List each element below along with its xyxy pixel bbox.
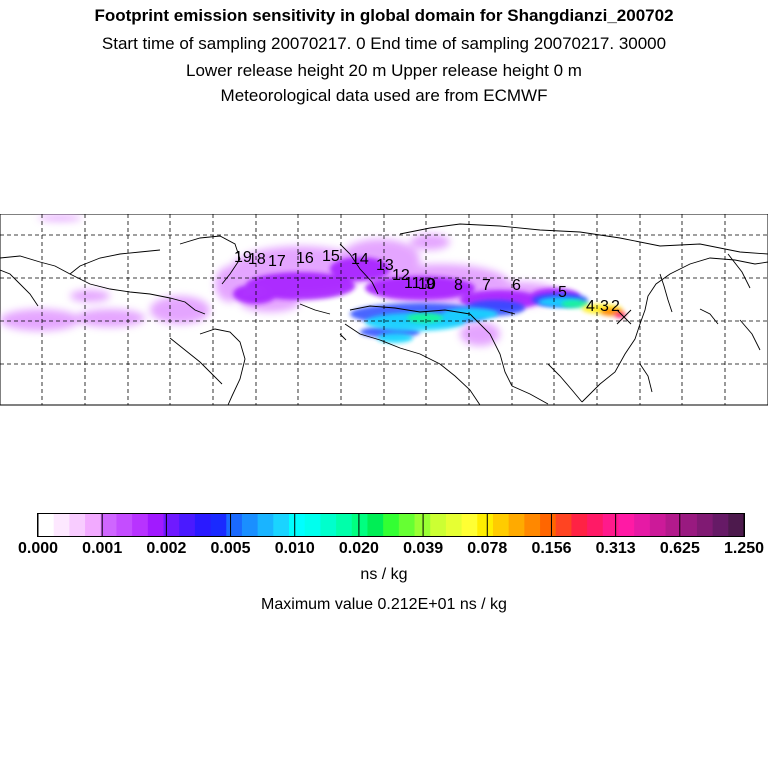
colorbar-swatch	[351, 514, 368, 536]
meteo-source-line: Meteorological data used are from ECMWF	[220, 86, 548, 105]
trajectory-day-label: 3	[600, 298, 609, 315]
colorbar-swatch	[116, 514, 133, 536]
colorbar-swatch	[163, 514, 180, 536]
sensitivity-field-high	[582, 304, 626, 318]
colorbar-swatch	[712, 514, 729, 536]
colorbar-swatch	[492, 514, 510, 536]
trajectory-day-label: 5	[558, 284, 567, 301]
colorbar-swatch	[194, 514, 212, 536]
trajectory-day-label: 18	[248, 251, 266, 268]
colorbar-swatch	[555, 514, 572, 536]
colorbar-swatch	[38, 514, 55, 536]
trajectory-day-label: 4	[586, 298, 595, 315]
trajectory-day-label: 7	[482, 277, 491, 294]
colorbar-tick-label: 0.001	[82, 540, 123, 557]
trajectory-day-label: 6	[512, 277, 521, 294]
colorbar-swatch	[477, 514, 494, 536]
sensitivity-field-green	[407, 300, 589, 323]
trajectory-day-label: 16	[296, 250, 314, 267]
colorbar-swatch	[602, 514, 619, 536]
colorbar-swatch	[210, 514, 227, 536]
colorbar-tick-label: 0.156	[531, 540, 572, 557]
colorbar-swatch	[398, 514, 416, 536]
colorbar-tick-label: 0.313	[595, 540, 636, 557]
colorbar-tick-label: 0.625	[659, 540, 700, 557]
plot-title: Footprint emission sensitivity in global…	[94, 6, 674, 25]
sensitivity-field-mid	[233, 257, 580, 310]
colorbar-swatch	[226, 514, 243, 536]
trajectory-day-label: 12	[392, 267, 410, 284]
trajectory-day-label: 19	[234, 249, 252, 266]
max-value-label: Maximum value 0.212E+01 ns / kg	[261, 596, 507, 613]
colorbar-swatch	[320, 514, 337, 536]
colorbar-tick-label: 0.020	[338, 540, 379, 557]
colorbar-tick-label: 1.250	[724, 540, 765, 557]
colorbar-swatch	[681, 514, 698, 536]
trajectory-day-label: 10	[418, 276, 436, 293]
units-label: ns / kg	[360, 566, 408, 583]
colorbar-frame	[37, 513, 745, 537]
release-height-line: Lower release height 20 m Upper release …	[186, 61, 582, 80]
colorbar-swatch	[53, 514, 70, 536]
colorbar-tick-label: 0.000	[18, 540, 59, 557]
colorbar-swatch	[696, 514, 714, 536]
trajectory-day-label: 15	[322, 248, 340, 265]
trajectory-day-label: 14	[351, 251, 369, 268]
sensitivity-field-cyan	[365, 297, 582, 343]
colorbar-swatch	[430, 514, 447, 536]
colorbar-swatch	[304, 514, 321, 536]
colorbar-swatch	[147, 514, 165, 536]
colorbar-swatch	[649, 514, 667, 536]
colorbar-swatch	[100, 514, 117, 536]
colorbar-swatch	[289, 514, 306, 536]
colorbar-swatch	[571, 514, 588, 536]
trajectory-day-label: 2	[611, 298, 620, 315]
colorbar-swatch	[634, 514, 651, 536]
colorbar-tick-label: 0.078	[467, 540, 508, 557]
colorbar-swatch	[69, 514, 86, 536]
trajectory-day-label: 13	[376, 257, 394, 274]
colorbar-swatch	[273, 514, 290, 536]
colorbar-swatch	[618, 514, 635, 536]
lat-lon-grid	[0, 214, 768, 405]
colorbar-swatch	[241, 514, 259, 536]
colorbar-tick-label: 0.039	[403, 540, 444, 557]
colorbar-swatch	[540, 514, 557, 536]
trajectory-day-label: 9	[426, 276, 435, 293]
coastlines	[0, 223, 768, 406]
colorbar-swatch	[461, 514, 478, 536]
colorbar-swatch	[508, 514, 525, 536]
colorbar-swatch	[336, 514, 353, 536]
colorbar-swatch	[587, 514, 604, 536]
colorbar-swatch	[728, 514, 745, 536]
station-x-icon	[616, 309, 632, 325]
colorbar-tick-label: 0.002	[146, 540, 187, 557]
colorbar-swatch	[524, 514, 541, 536]
trajectory-day-label: 8	[454, 277, 463, 294]
colorbar-swatch	[445, 514, 463, 536]
colorbar	[37, 513, 745, 537]
trajectory-day-label: 17	[268, 253, 286, 270]
colorbar-swatch	[257, 514, 274, 536]
colorbar-tick-label: 0.005	[210, 540, 251, 557]
colorbar-swatch	[383, 514, 400, 536]
colorbar-swatch	[367, 514, 384, 536]
colorbar-swatch	[132, 514, 149, 536]
colorbar-swatch	[665, 514, 682, 536]
sampling-time-line: Start time of sampling 20070217. 0 End t…	[101, 34, 667, 53]
trajectory-day-label: 11	[404, 275, 421, 292]
colorbar-tick-label: 0.010	[274, 540, 315, 557]
colorbar-swatch	[179, 514, 196, 536]
colorbar-swatch	[85, 514, 102, 536]
